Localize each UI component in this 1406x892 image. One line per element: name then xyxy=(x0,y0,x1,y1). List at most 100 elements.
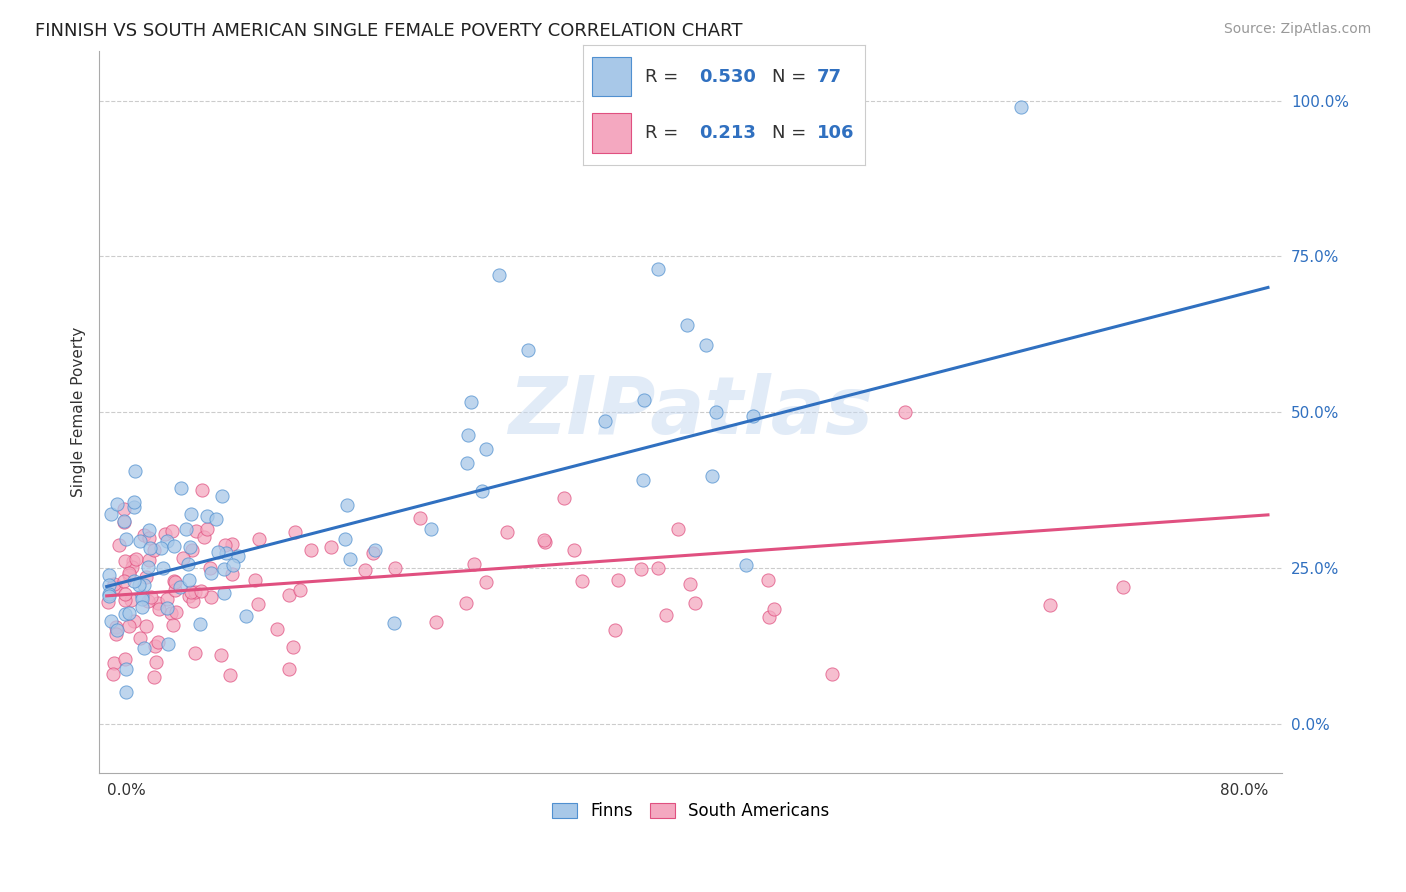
Point xyxy=(758,610,780,624)
Point xyxy=(150,541,173,555)
Point xyxy=(160,606,183,620)
Point xyxy=(103,577,125,591)
Point xyxy=(181,542,204,557)
Bar xyxy=(592,113,631,153)
Point xyxy=(319,540,342,554)
Point xyxy=(335,533,357,547)
Point xyxy=(120,592,142,607)
Point xyxy=(138,523,160,537)
Point xyxy=(118,607,141,621)
Point xyxy=(172,551,194,566)
Point xyxy=(114,652,136,666)
Point xyxy=(104,620,127,634)
Point xyxy=(112,502,135,516)
Point xyxy=(134,640,156,655)
Point xyxy=(118,619,141,633)
Point xyxy=(197,522,219,536)
Point xyxy=(139,590,162,604)
Point xyxy=(200,590,222,604)
Point xyxy=(180,585,202,599)
Point xyxy=(284,524,307,539)
Point xyxy=(136,593,159,607)
Point xyxy=(181,594,204,608)
Point xyxy=(496,524,519,539)
Point xyxy=(420,523,443,537)
Text: 0.530: 0.530 xyxy=(699,68,755,87)
Point xyxy=(666,522,689,536)
Point xyxy=(533,533,555,548)
Point xyxy=(135,570,157,584)
Point xyxy=(112,514,135,528)
Point xyxy=(488,268,510,282)
Point xyxy=(132,578,155,592)
Point xyxy=(129,631,152,645)
Point xyxy=(603,623,626,637)
Point xyxy=(222,558,245,573)
Point xyxy=(204,512,226,526)
Point xyxy=(104,627,127,641)
Point xyxy=(98,587,121,601)
Point xyxy=(195,509,218,524)
Point xyxy=(700,468,723,483)
Point xyxy=(108,538,131,552)
Point xyxy=(124,495,146,509)
Point xyxy=(756,573,779,587)
Point xyxy=(218,668,240,682)
Point xyxy=(221,566,243,581)
Point xyxy=(339,552,361,566)
Point xyxy=(277,662,299,676)
Point xyxy=(384,561,406,575)
Text: ZIPatlas: ZIPatlas xyxy=(509,373,873,451)
Point xyxy=(156,637,179,651)
Point xyxy=(186,524,208,539)
Point xyxy=(457,428,479,442)
Point xyxy=(179,541,201,555)
Point xyxy=(163,574,186,589)
Point xyxy=(212,586,235,600)
Point xyxy=(1112,580,1135,594)
Point xyxy=(162,618,184,632)
Point xyxy=(633,473,655,487)
Point xyxy=(735,558,758,573)
Point xyxy=(97,577,120,591)
Point xyxy=(114,554,136,568)
Point xyxy=(207,545,229,559)
Point xyxy=(170,481,193,495)
Point xyxy=(114,607,136,621)
Point xyxy=(243,573,266,587)
Point xyxy=(571,574,593,588)
Point xyxy=(121,560,143,574)
Point xyxy=(534,535,557,549)
Point xyxy=(122,614,145,628)
Point xyxy=(647,261,669,276)
Point xyxy=(382,615,405,630)
Point xyxy=(156,592,179,607)
Point xyxy=(165,605,187,619)
Point xyxy=(122,500,145,514)
Point xyxy=(288,583,311,598)
Point xyxy=(211,489,233,503)
Point xyxy=(118,568,141,582)
Point xyxy=(353,563,375,577)
Point xyxy=(226,549,249,563)
Point xyxy=(695,338,717,352)
Point xyxy=(128,534,150,549)
Point xyxy=(200,560,222,574)
Point xyxy=(152,561,174,575)
Point xyxy=(100,507,122,521)
Point xyxy=(235,608,257,623)
Point xyxy=(246,597,269,611)
Point xyxy=(190,584,212,599)
Point xyxy=(215,546,238,560)
Point xyxy=(136,559,159,574)
Point xyxy=(177,573,200,587)
Point xyxy=(425,615,447,629)
Point xyxy=(146,635,169,649)
Point xyxy=(647,561,669,575)
Point xyxy=(145,655,167,669)
Point xyxy=(361,545,384,559)
Point xyxy=(200,566,222,581)
Point xyxy=(678,576,700,591)
Point xyxy=(706,405,728,419)
Point xyxy=(101,667,124,681)
